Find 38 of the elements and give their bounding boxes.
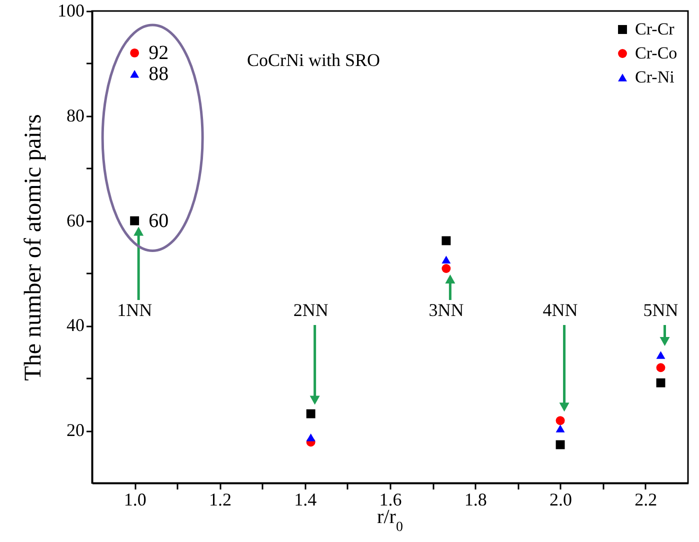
point [442,264,451,273]
point [656,351,666,359]
legend-label: Cr-Cr [635,20,675,38]
y-tick-label: 80 [66,105,84,126]
point [656,363,666,372]
point [656,378,666,388]
x-tick-label: 1.2 [208,490,232,510]
legend-label: Cr-Ni [635,68,675,86]
y-axis-title: The number of atomic pairs [20,114,46,381]
point [306,434,316,442]
data-label: 60 [148,210,169,232]
annotation: CoCrNi with SRO [247,50,380,70]
annotation: 4NN [542,300,578,320]
data-label: 88 [148,62,169,85]
x-tick-label: 1.0 [124,490,146,510]
x-tick-label: 2.2 [634,490,658,510]
point [442,256,451,264]
x-tick-label: 1.8 [464,490,487,510]
point [306,409,316,418]
y-tick-label: 60 [66,210,84,230]
point [556,416,565,426]
point [556,424,565,432]
legend-label: Cr-Co [635,44,678,62]
annotation: 2NN [293,300,328,320]
point [556,440,565,450]
point [130,216,140,226]
point [130,48,140,58]
data-label: 92 [148,42,169,64]
x-tick-label: 1.4 [294,490,317,510]
x-tick-label: 2.0 [550,490,572,510]
point [130,70,140,78]
annotation: 5NN [643,300,678,320]
annotation: 1NN [117,300,152,320]
y-tick-label: 20 [66,420,84,440]
y-tick-label: 40 [66,315,84,336]
point [442,236,451,246]
y-tick-label: 100 [58,0,84,20]
annotation: 3NN [428,300,464,320]
